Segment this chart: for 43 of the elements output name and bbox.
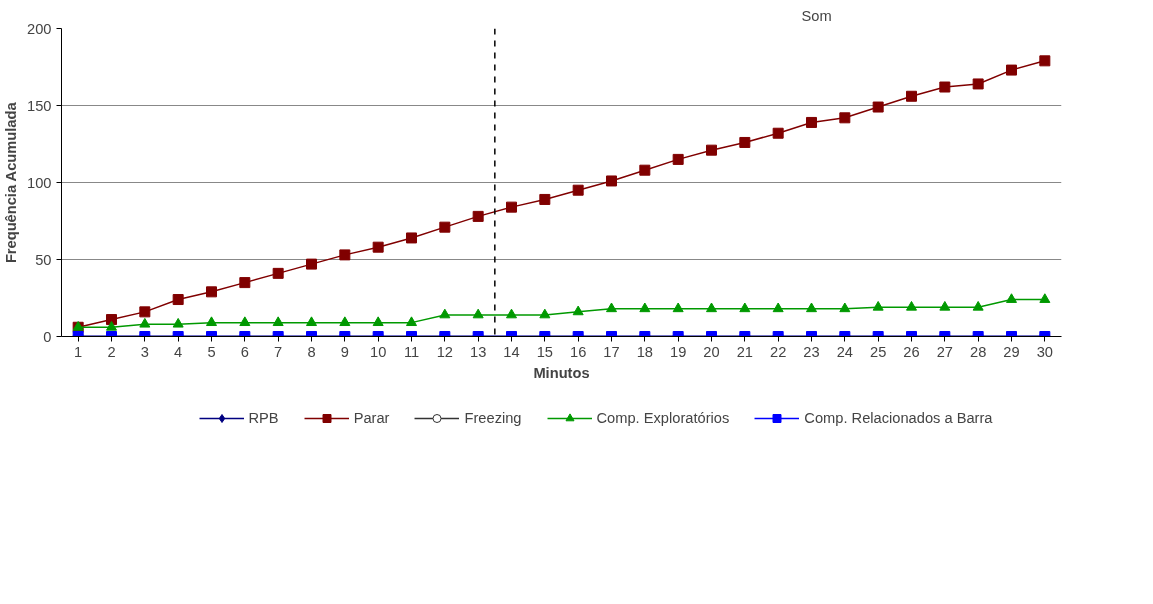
y-axis-title: Frequência Acumulada	[3, 101, 20, 264]
x-tick-label: 2	[107, 343, 116, 360]
x-tick-label: 16	[570, 343, 587, 360]
x-tick-label: 9	[340, 343, 349, 360]
legend-label: Comp. Exploratórios	[596, 410, 730, 426]
x-tick-label: 25	[870, 343, 887, 360]
x-tick-label: 10	[370, 343, 387, 360]
x-tick-label: 1	[74, 343, 83, 360]
legend-label: Parar	[353, 410, 390, 426]
x-tick-label: 11	[403, 343, 420, 360]
x-tick-label: 28	[970, 343, 987, 360]
x-tick-label: 27	[936, 343, 953, 360]
x-tick-label: 3	[140, 343, 149, 360]
x-tick-label: 24	[836, 343, 853, 360]
y-tick-label: 100	[27, 174, 52, 191]
x-tick-label: 17	[603, 343, 620, 360]
x-tick-label: 19	[670, 343, 687, 360]
x-tick-label: 20	[703, 343, 720, 360]
x-tick-label: 29	[1003, 343, 1020, 360]
y-tick-label: 150	[27, 97, 52, 114]
x-tick-label: 12	[436, 343, 453, 360]
y-tick-label: 50	[35, 251, 52, 268]
x-tick-label: 18	[636, 343, 653, 360]
x-tick-label: 5	[207, 343, 216, 360]
x-tick-label: 8	[307, 343, 316, 360]
y-tick-label: 0	[43, 328, 52, 345]
x-tick-label: 26	[903, 343, 920, 360]
x-tick-label: 30	[1036, 343, 1053, 360]
legend-label: RPB	[248, 410, 279, 426]
x-tick-label: 13	[470, 343, 487, 360]
x-tick-label: 15	[536, 343, 553, 360]
x-tick-label: 22	[770, 343, 787, 360]
x-tick-label: 23	[803, 343, 820, 360]
x-axis-title: Minutos	[533, 364, 590, 381]
legend-label: Comp. Relacionados a Barra	[804, 410, 993, 426]
y-tick-label: 200	[27, 20, 52, 37]
x-tick-label: 7	[274, 343, 283, 360]
x-tick-label: 6	[240, 343, 249, 360]
text: Som	[801, 7, 832, 24]
x-tick-label: 14	[503, 343, 520, 360]
legend-label: Freezing	[464, 410, 522, 426]
x-tick-label: 21	[736, 343, 753, 360]
x-tick-label: 4	[174, 343, 183, 360]
